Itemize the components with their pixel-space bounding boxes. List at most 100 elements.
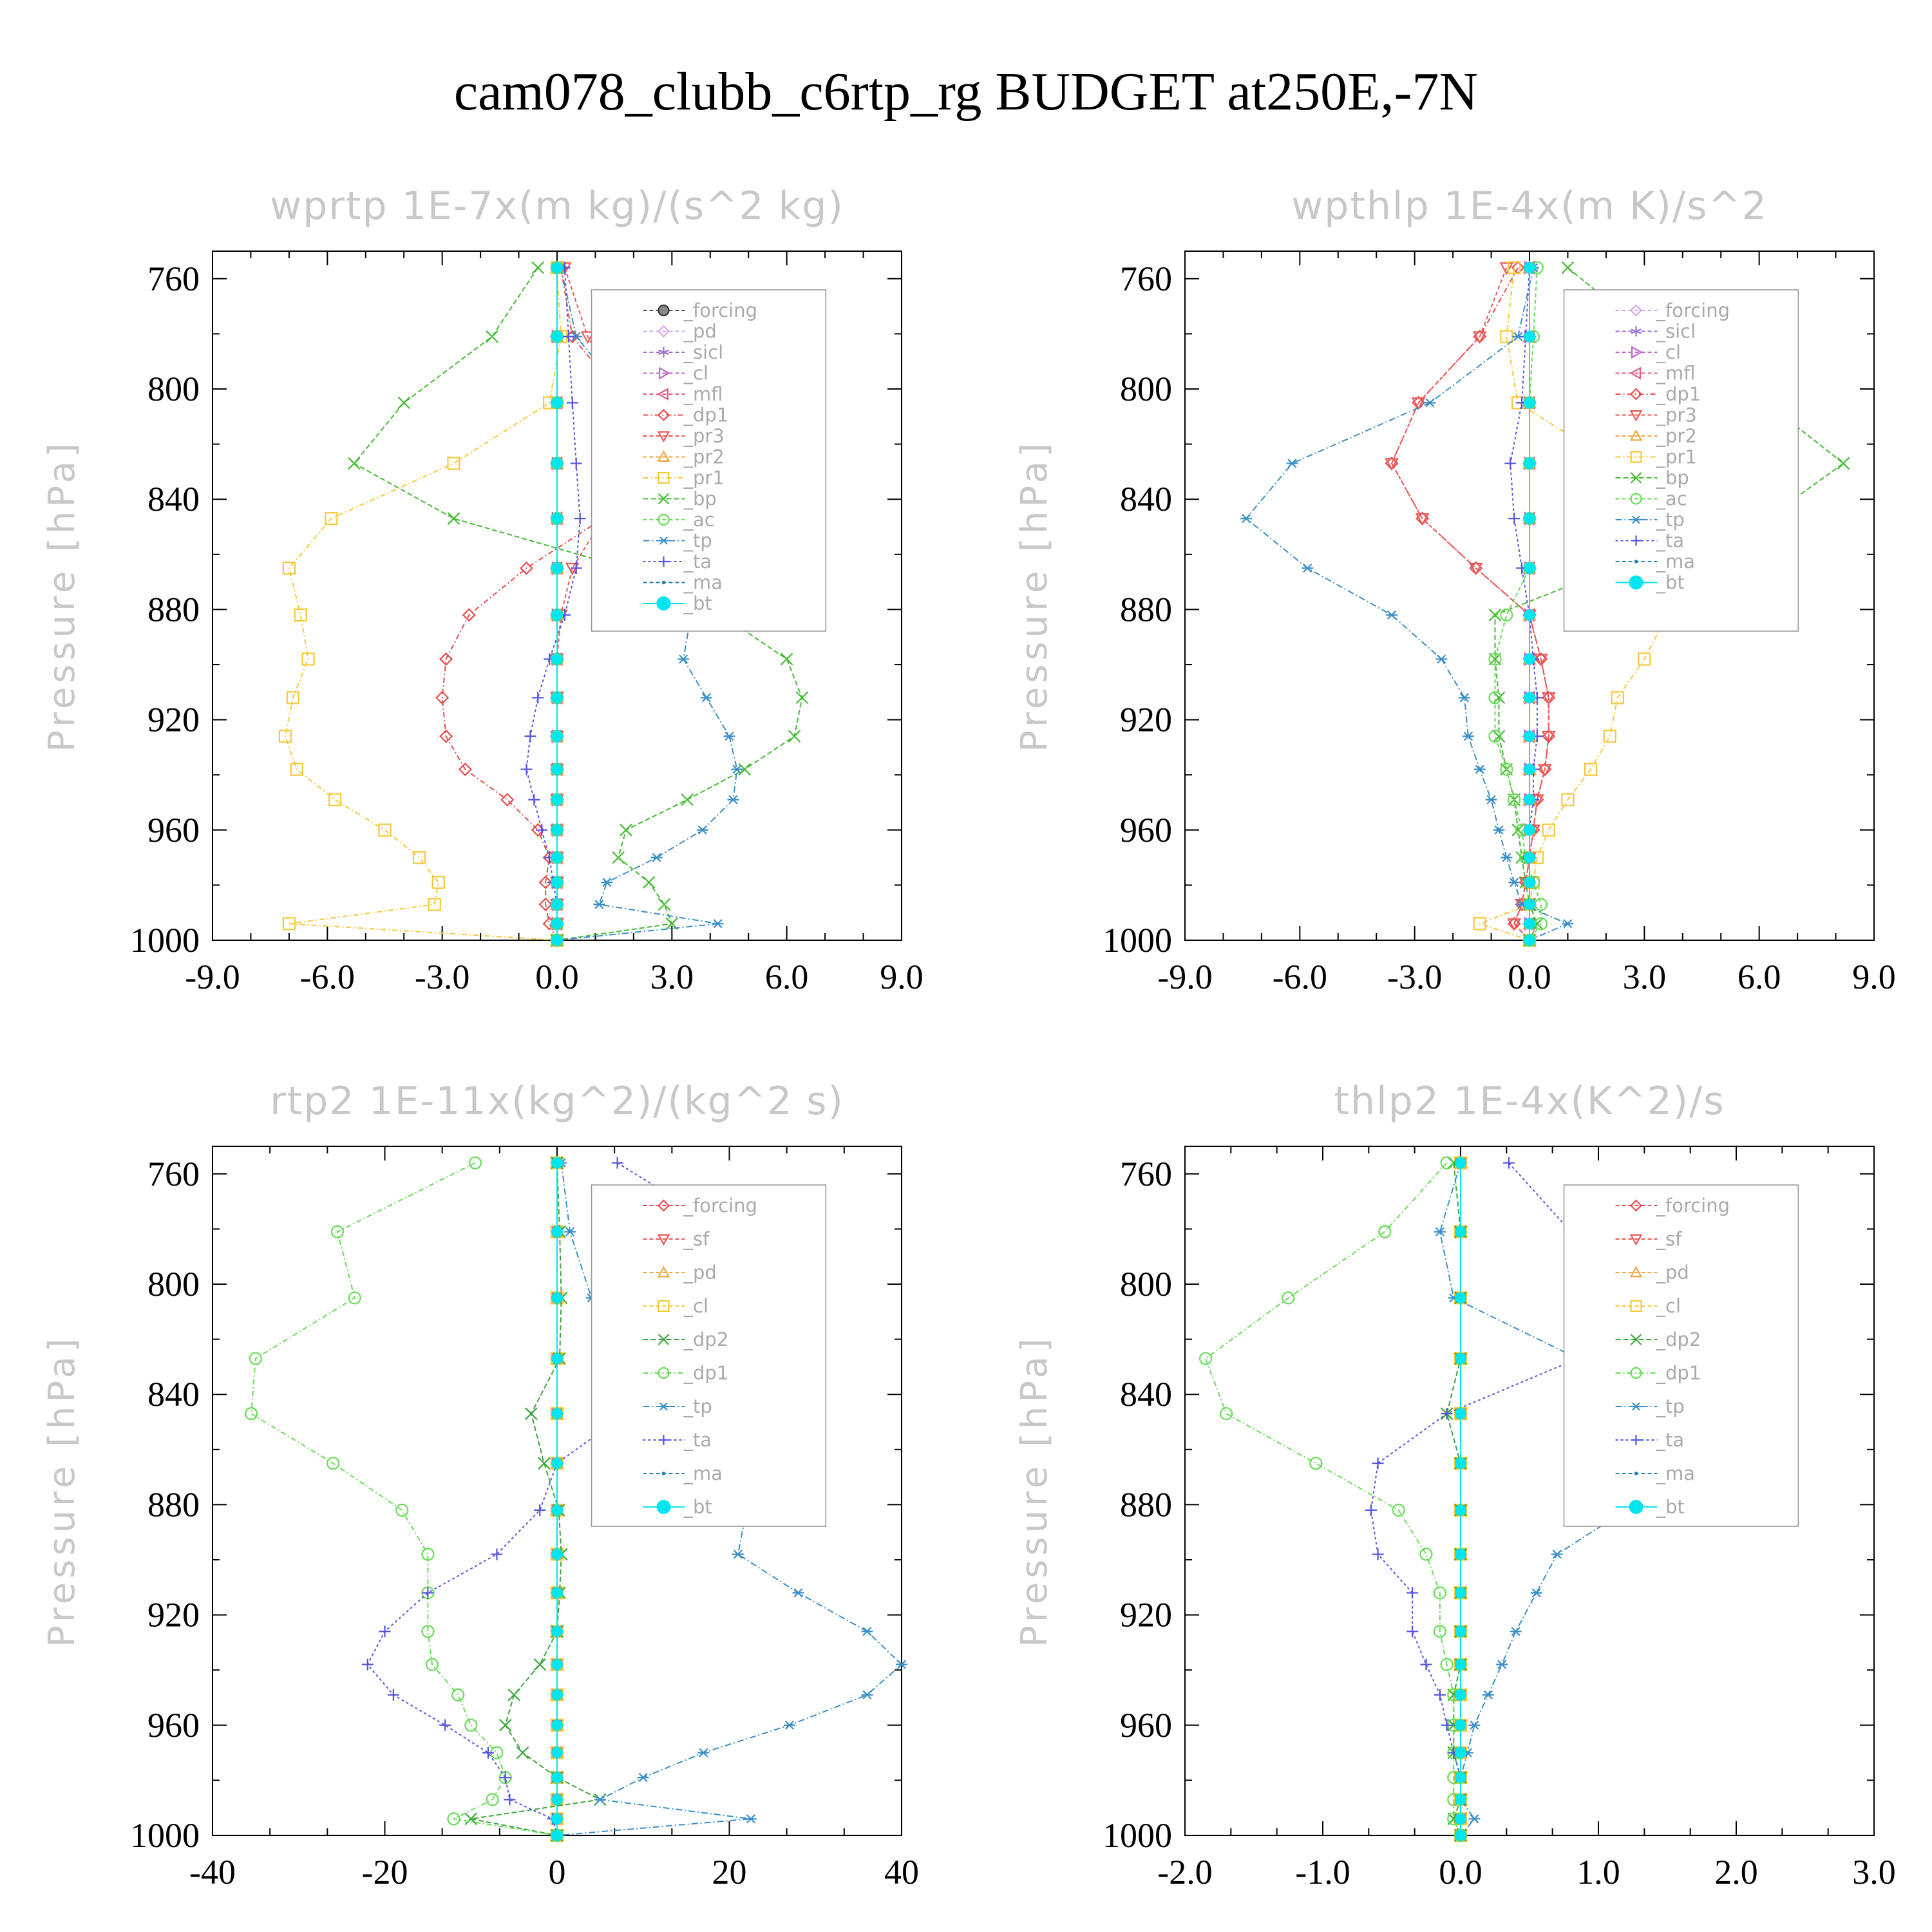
series-line-pr3 xyxy=(1390,267,1549,941)
legend-label: _pr2 xyxy=(1656,425,1697,447)
panel-1: wprtp 1E-7x(m kg)/(s^2 kg) -9.0 -6.0 -3.0 0.… xyxy=(41,184,923,996)
legend-marker xyxy=(1629,366,1641,380)
x-tick-label: 3.0 xyxy=(1852,1853,1896,1891)
legend-label: _dp2 xyxy=(1656,1329,1701,1350)
y-tick-label: 880 xyxy=(1120,590,1172,629)
data-point-tp xyxy=(1302,564,1314,573)
data-point-ta xyxy=(536,824,548,836)
data-point-ta xyxy=(520,763,533,775)
legend-label: _tp xyxy=(683,530,712,552)
data-point-bt xyxy=(1524,513,1535,525)
data-point-bt xyxy=(1455,1747,1466,1759)
data-point-bt xyxy=(1524,261,1535,274)
y-tick-label: 1000 xyxy=(130,1816,200,1855)
data-point-dp1 xyxy=(249,1352,262,1365)
data-point-dp2 xyxy=(538,1457,551,1470)
legend-marker xyxy=(1631,1402,1642,1411)
legend-marker xyxy=(657,388,669,401)
legend-marker xyxy=(657,431,670,443)
data-point-tp xyxy=(637,1773,649,1783)
legend-box xyxy=(1563,289,1799,632)
data-point-tp xyxy=(1424,398,1436,408)
legend-label: _ta xyxy=(1656,530,1685,552)
data-point-ta xyxy=(1365,1504,1377,1516)
data-point-bt xyxy=(1524,653,1535,665)
data-point-ta xyxy=(528,793,540,806)
data-point-bt xyxy=(1455,1813,1466,1825)
data-point-ac xyxy=(1534,898,1548,911)
legend-marker xyxy=(657,450,670,462)
data-point-pr1 xyxy=(1473,917,1486,931)
data-point-pr3 xyxy=(1541,730,1556,744)
data-point-bt xyxy=(551,1504,563,1516)
data-point-bt xyxy=(551,330,563,343)
legend-label: _bp xyxy=(683,488,717,510)
data-point-dp1 xyxy=(458,762,472,777)
series-line-dp1 xyxy=(1390,267,1549,941)
data-point-tp xyxy=(1468,1814,1481,1824)
data-point-bt xyxy=(551,851,563,864)
legend-marker xyxy=(658,366,670,380)
data-point-pr3 xyxy=(1507,918,1522,931)
data-point-bt xyxy=(551,763,563,775)
legend-label: _cl xyxy=(1656,1295,1681,1317)
data-point-tp xyxy=(1510,1627,1522,1636)
data-point-ta xyxy=(499,1772,511,1784)
legend-label: _cl xyxy=(683,1295,709,1317)
legend-label: _dp1 xyxy=(1656,383,1701,405)
data-point-pr1 xyxy=(301,652,315,666)
series-line-ta xyxy=(366,1162,739,1836)
data-point-bt xyxy=(551,1658,563,1671)
data-point-dp1 xyxy=(1440,1658,1454,1671)
data-point-bt xyxy=(551,1457,563,1470)
data-point-bt xyxy=(1455,1830,1466,1841)
data-point-dp1 xyxy=(1440,1156,1454,1170)
data-point-bp xyxy=(1561,261,1575,274)
y-axis-label: Pressure [hPa] xyxy=(1014,439,1056,752)
legend-marker xyxy=(1629,1500,1643,1514)
data-point-pr3 xyxy=(1468,562,1483,576)
data-point-bt xyxy=(551,261,563,274)
data-point-dp1 xyxy=(447,1812,460,1826)
legend-label: _cl xyxy=(683,363,709,384)
legend-label: _forcing xyxy=(1656,1195,1730,1217)
legend-marker xyxy=(1629,1199,1643,1212)
legend: _forcing_sicl_cl_mfl_dp1_pr3_pr2_pr1_bp_… xyxy=(1563,289,1799,632)
data-point-tp xyxy=(1508,878,1520,887)
series-line-pr1 xyxy=(284,267,562,941)
data-point-pr3 xyxy=(1411,397,1426,410)
legend-label: _bt xyxy=(1656,572,1685,594)
y-tick-label: 960 xyxy=(1120,1706,1172,1745)
x-tick-label: 6.0 xyxy=(765,958,809,996)
data-point-tp xyxy=(1551,1549,1563,1559)
data-point-bp xyxy=(447,512,460,525)
data-point-bt xyxy=(551,1292,563,1304)
data-point-bt xyxy=(551,1625,563,1638)
series-line-ta xyxy=(1370,1162,1634,1835)
data-point-tp xyxy=(861,1627,873,1636)
data-point-bt xyxy=(1524,562,1535,574)
data-point-dp1 xyxy=(421,1548,435,1561)
y-tick-label: 960 xyxy=(147,811,200,849)
data-point-pr1 xyxy=(1500,330,1513,343)
legend-label: _ma xyxy=(683,1463,723,1484)
data-point-bt xyxy=(551,1548,563,1560)
data-point-tp xyxy=(712,919,724,929)
data-point-tp xyxy=(697,1748,710,1757)
x-tick-label: 0 xyxy=(549,1853,566,1891)
series-line-ta xyxy=(526,267,581,940)
y-tick-label: 880 xyxy=(147,1485,200,1524)
y-tick-label: 1000 xyxy=(1103,921,1172,960)
data-point-pr1 xyxy=(1603,730,1616,743)
data-point-bp xyxy=(1488,609,1502,621)
data-point-pr1 xyxy=(378,823,392,837)
legend-marker xyxy=(1630,1367,1642,1379)
panel-title: wpthlp 1E-4x(m K)/s^2 xyxy=(1291,184,1768,229)
data-point-bt xyxy=(1524,397,1535,409)
legend-label: _pr2 xyxy=(683,446,724,468)
legend-label: _ma xyxy=(1656,551,1696,573)
data-point-pr1 xyxy=(290,762,303,776)
data-point-dp1 xyxy=(348,1291,361,1305)
data-point-tp xyxy=(564,1227,576,1236)
data-point-dp1 xyxy=(245,1407,258,1421)
